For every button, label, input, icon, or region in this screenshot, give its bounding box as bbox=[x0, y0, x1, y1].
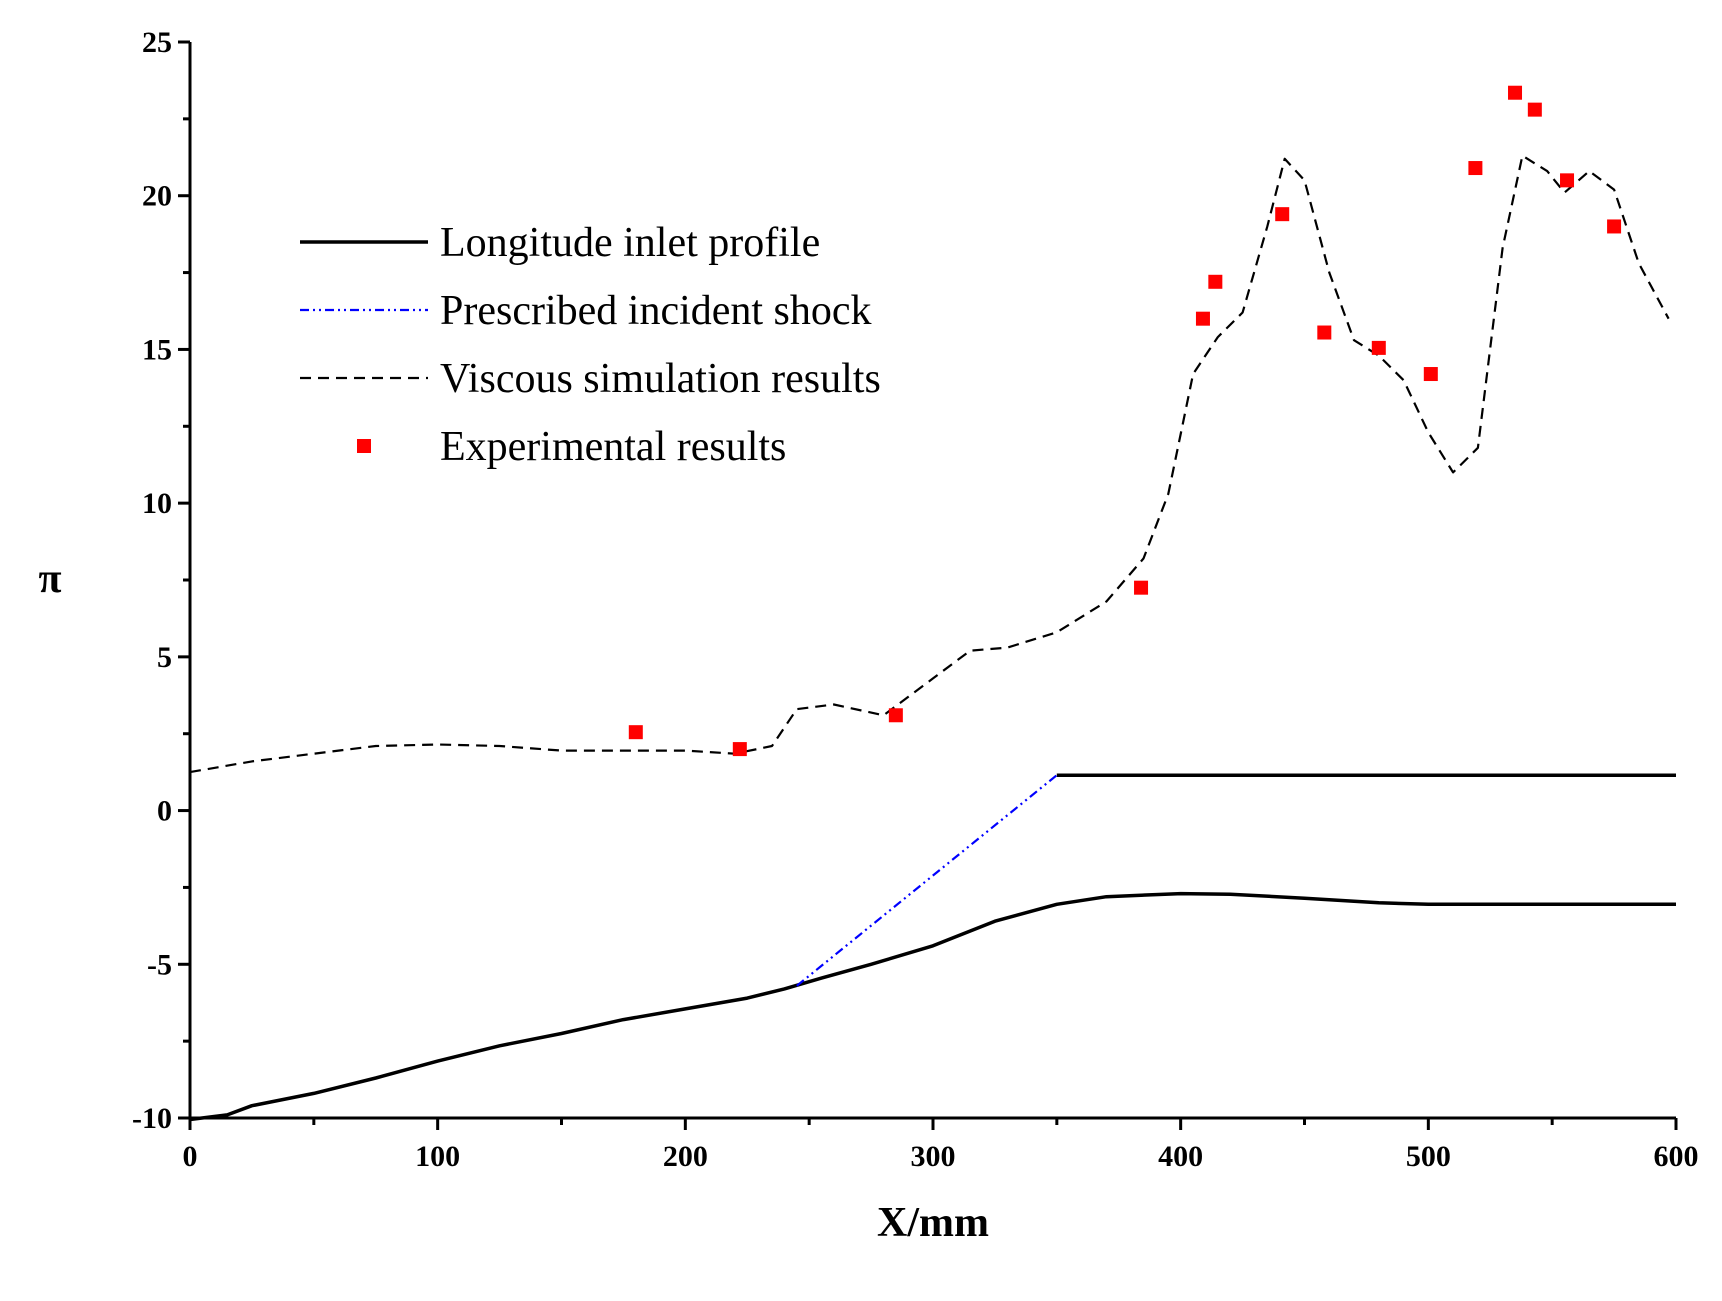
data-point bbox=[1560, 173, 1575, 188]
series-1 bbox=[796, 774, 1058, 987]
legend-label: Prescribed incident shock bbox=[440, 288, 872, 334]
x-tick-label: 400 bbox=[1158, 1140, 1203, 1173]
y-tick-label: 10 bbox=[142, 487, 172, 520]
series-line bbox=[796, 774, 1058, 987]
y-tick-label: 20 bbox=[142, 180, 172, 213]
data-point bbox=[732, 742, 747, 757]
x-tick-label: 100 bbox=[415, 1140, 460, 1173]
series-line bbox=[189, 154, 1670, 774]
data-point bbox=[1195, 311, 1210, 326]
data-point bbox=[888, 708, 903, 723]
y-tick-label: -5 bbox=[147, 948, 172, 981]
data-point bbox=[1134, 580, 1149, 595]
data-point bbox=[1423, 367, 1438, 382]
data-point bbox=[1275, 207, 1290, 222]
data-point bbox=[1208, 274, 1223, 289]
data-point bbox=[1468, 161, 1483, 176]
x-tick-label: 600 bbox=[1654, 1140, 1699, 1173]
axes bbox=[188, 42, 1676, 1120]
data-point bbox=[1371, 340, 1386, 355]
data-point bbox=[628, 725, 643, 740]
legend-label: Longitude inlet profile bbox=[440, 220, 820, 266]
legend-label: Viscous simulation results bbox=[440, 356, 881, 402]
x-tick-label: 200 bbox=[663, 1140, 708, 1173]
y-axis-title: π bbox=[38, 556, 61, 602]
x-axis-title: X/mm bbox=[877, 1200, 989, 1246]
y-tick-label: 5 bbox=[157, 641, 172, 674]
y-tick-label: 25 bbox=[142, 26, 172, 59]
legend-item: Prescribed incident shock bbox=[300, 288, 872, 334]
legend-marker bbox=[357, 439, 371, 453]
y-tick-label: -10 bbox=[132, 1102, 172, 1135]
data-point bbox=[1508, 85, 1523, 100]
series-2 bbox=[189, 154, 1670, 774]
plot-area bbox=[189, 85, 1676, 1122]
series-line bbox=[189, 891, 1676, 1122]
x-tick-label: 500 bbox=[1406, 1140, 1451, 1173]
x-tick-label: 0 bbox=[183, 1140, 198, 1173]
y-tick-label: 15 bbox=[142, 333, 172, 366]
data-point bbox=[1607, 219, 1622, 234]
data-point bbox=[1317, 325, 1332, 340]
legend-item: Longitude inlet profile bbox=[300, 220, 820, 266]
y-tick-label: 0 bbox=[157, 795, 172, 828]
series-3 bbox=[628, 85, 1622, 757]
legend-label: Experimental results bbox=[440, 424, 786, 470]
series-0 bbox=[189, 773, 1676, 1122]
x-tick-label: 300 bbox=[911, 1140, 956, 1173]
data-point bbox=[1527, 102, 1542, 117]
legend-item: Viscous simulation results bbox=[300, 356, 881, 402]
legend-item: Experimental results bbox=[357, 424, 786, 470]
ticks: 0 100 200 300 400 500 600 -10 -5 0 5 10 15 20 25 bbox=[132, 26, 1699, 1173]
legend: Longitude inlet profile Prescribed incide… bbox=[300, 220, 881, 470]
